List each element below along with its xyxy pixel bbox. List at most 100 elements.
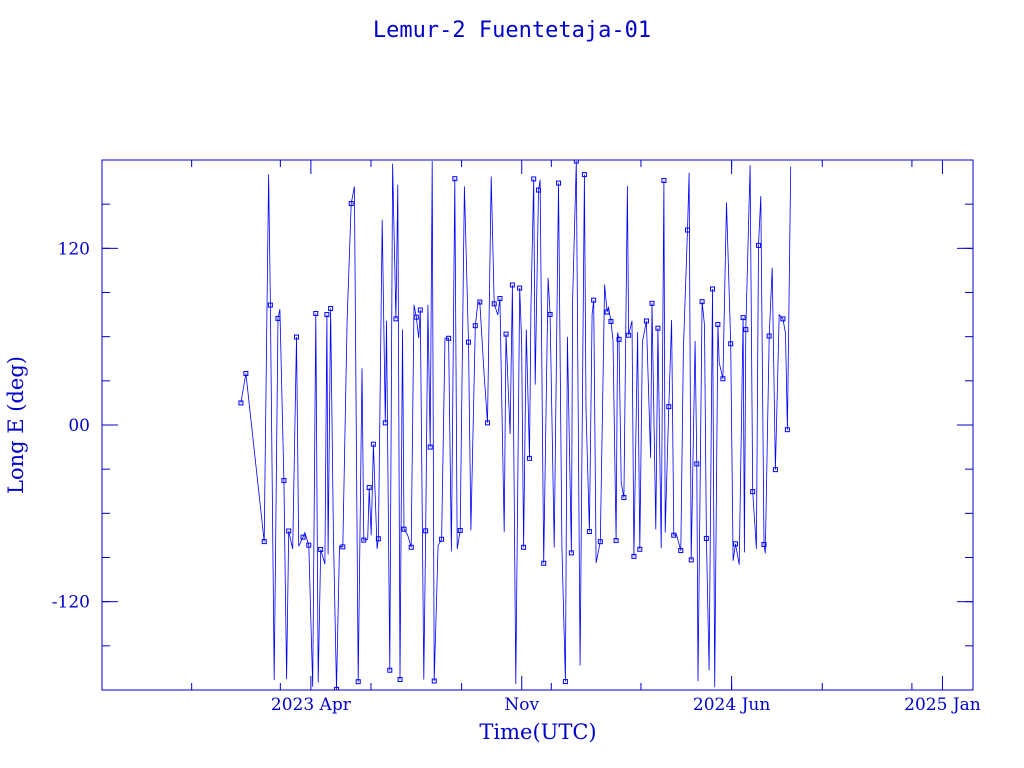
data-point xyxy=(465,339,471,345)
data-point xyxy=(568,550,574,556)
data-point xyxy=(238,400,244,406)
data-point xyxy=(591,297,597,303)
data-point xyxy=(710,286,716,292)
y-tick-label: 120 xyxy=(58,239,90,259)
data-point xyxy=(556,180,562,186)
data-point xyxy=(671,532,677,538)
data-point xyxy=(306,542,312,548)
data-point xyxy=(348,201,354,207)
data-point xyxy=(267,302,273,308)
data-point xyxy=(772,467,778,473)
data-point xyxy=(720,376,726,382)
data-point xyxy=(613,538,619,544)
data-point xyxy=(597,539,603,545)
data-point xyxy=(457,528,463,534)
data-point xyxy=(472,323,478,329)
data-point xyxy=(732,541,738,547)
x-tick-label: 2025 Jan xyxy=(904,695,981,715)
data-point xyxy=(626,332,632,338)
data-point xyxy=(728,341,734,347)
data-point xyxy=(397,677,403,683)
data-point xyxy=(694,461,700,467)
data-point xyxy=(417,307,423,313)
x-tick-label: 2023 Apr xyxy=(271,695,352,715)
y-tick-label: -120 xyxy=(52,593,90,613)
data-point xyxy=(427,444,433,450)
data-point xyxy=(318,546,324,552)
data-point xyxy=(408,544,414,550)
series-line xyxy=(240,160,792,690)
data-point xyxy=(581,172,587,178)
data-point xyxy=(401,526,407,532)
data-point xyxy=(531,176,537,182)
data-point xyxy=(503,331,509,337)
x-axis-label: Time(UTC) xyxy=(479,720,596,744)
data-point xyxy=(328,306,334,312)
x-tick-label: Nov xyxy=(504,695,539,715)
data-point xyxy=(780,316,786,322)
data-point xyxy=(375,536,381,542)
data-point xyxy=(387,667,393,673)
data-point xyxy=(334,686,340,690)
data-point xyxy=(740,315,746,321)
data-point xyxy=(340,544,346,550)
chart-title: Lemur-2 Fuentetaja-01 xyxy=(373,18,651,43)
data-point xyxy=(497,296,503,302)
data-point xyxy=(361,537,367,543)
data-point xyxy=(535,187,541,193)
data-point xyxy=(784,427,790,433)
data-point xyxy=(699,299,705,305)
data-point xyxy=(366,485,372,491)
data-point xyxy=(643,318,649,324)
data-point xyxy=(547,311,553,317)
data-point xyxy=(743,327,749,333)
data-point xyxy=(715,321,721,327)
data-point xyxy=(541,560,547,566)
data-point xyxy=(275,315,281,321)
data-point xyxy=(616,336,622,342)
data-point xyxy=(666,404,672,410)
data-point xyxy=(423,528,429,534)
data-point xyxy=(766,333,772,339)
data-point xyxy=(678,548,684,554)
data-point xyxy=(243,370,249,376)
data-point xyxy=(586,529,592,535)
data-point xyxy=(293,334,299,340)
data-point xyxy=(261,539,267,545)
data-point xyxy=(756,242,762,248)
data-point xyxy=(761,541,767,547)
data-point xyxy=(382,420,388,426)
data-point xyxy=(649,300,655,306)
data-point xyxy=(527,455,533,461)
data-point xyxy=(573,160,579,164)
data-point xyxy=(324,312,330,318)
data-point xyxy=(509,282,515,288)
data-point xyxy=(431,678,437,684)
data-point xyxy=(661,178,667,184)
data-point xyxy=(688,557,694,563)
data-point xyxy=(703,535,709,541)
data-point xyxy=(521,544,527,550)
data-point xyxy=(439,536,445,542)
data-point xyxy=(750,489,756,495)
data-point xyxy=(370,441,376,447)
data-point xyxy=(631,553,637,559)
x-tick-label: 2024 Jun xyxy=(693,695,770,715)
data-point xyxy=(655,325,661,331)
data-point xyxy=(413,314,419,320)
y-tick-label: 00 xyxy=(68,416,90,436)
series-layer xyxy=(238,160,792,690)
data-point xyxy=(685,227,691,233)
data-point xyxy=(562,679,568,685)
data-point xyxy=(300,534,306,540)
data-point xyxy=(621,495,627,501)
tick-layer: 120 00 -120 2023 Apr Nov 2024 Jun 2025 Jan xyxy=(52,159,981,715)
data-point xyxy=(491,301,497,307)
data-point xyxy=(637,546,643,552)
data-point xyxy=(517,285,523,291)
data-point xyxy=(355,679,361,685)
data-point xyxy=(393,316,399,322)
data-point xyxy=(446,335,452,341)
data-point xyxy=(604,309,610,315)
data-point xyxy=(477,299,483,305)
